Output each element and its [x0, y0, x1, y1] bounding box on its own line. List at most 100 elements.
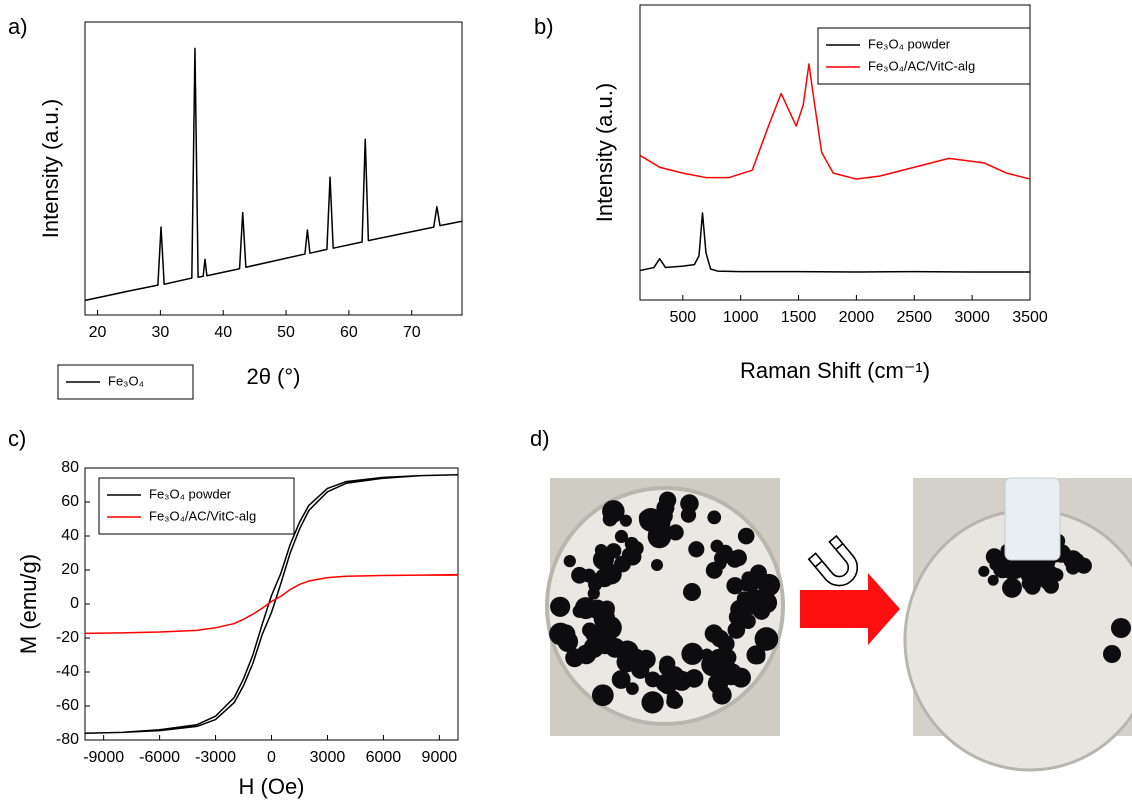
x-tick-label: 2500 [896, 309, 932, 326]
y-tick-label: 40 [61, 527, 79, 544]
bead [741, 571, 756, 586]
x-tick-label: -3000 [195, 749, 236, 766]
bead [1103, 645, 1121, 663]
x-tick-label: 0 [267, 749, 276, 766]
data-line [84, 474, 459, 734]
y-tick-label: -80 [56, 731, 79, 748]
bead [730, 549, 747, 567]
data-line [639, 212, 1030, 273]
bead [713, 550, 729, 566]
bead [750, 649, 766, 665]
bead [652, 512, 671, 532]
bead [629, 541, 644, 556]
bead [651, 559, 663, 571]
x-axis-label: Raman Shift (cm⁻¹) [740, 358, 930, 383]
bead [594, 611, 613, 630]
legend-box [98, 477, 295, 535]
panel-label: a) [8, 14, 28, 39]
bead [583, 637, 605, 658]
bead [712, 685, 732, 705]
y-axis-label: Intensity (a.u.) [38, 99, 63, 238]
legend-label: Fe₃O₄ powder [868, 36, 951, 51]
y-tick-label: -20 [56, 629, 79, 646]
magnet-rod [1004, 477, 1061, 561]
x-tick-label: 2000 [839, 309, 875, 326]
photos [545, 477, 1132, 772]
x-tick-label: 40 [214, 324, 232, 341]
bead [611, 670, 631, 689]
bead [550, 596, 571, 617]
y-tick-label: 0 [70, 595, 79, 612]
bead [605, 543, 622, 559]
x-tick-label: 30 [152, 324, 170, 341]
bead [987, 574, 999, 586]
bead [571, 566, 588, 584]
bead [644, 671, 661, 688]
y-tick-label: -60 [56, 697, 79, 714]
plot-frame [639, 4, 1031, 301]
beads [549, 491, 781, 714]
bead [756, 592, 778, 614]
bead [989, 559, 1001, 571]
x-tick-label: 60 [340, 324, 358, 341]
panel-label: b) [534, 14, 554, 39]
bead [707, 510, 722, 525]
legend-label: Fe₃O₄ [108, 373, 144, 388]
legend-box [817, 27, 1031, 85]
data-line [84, 47, 463, 302]
bead [978, 565, 990, 577]
x-axis-label: H (Oe) [239, 774, 305, 799]
bead [1072, 553, 1085, 566]
data-line [639, 63, 1031, 180]
bead [631, 660, 650, 679]
bead [680, 494, 699, 513]
x-tick-label: 50 [277, 324, 295, 341]
bead [737, 527, 755, 545]
y-axis-label: M (emu/g) [16, 554, 41, 654]
y-axis-label: Intensity (a.u.) [592, 83, 617, 222]
bead [658, 491, 677, 509]
bead [705, 561, 723, 579]
y-tick-label: -40 [56, 663, 79, 680]
y-tick-label: 60 [61, 493, 79, 510]
x-tick-label: 1500 [781, 309, 817, 326]
bead [727, 621, 746, 639]
bead [614, 529, 629, 544]
legend-label: Fe₃O₄ powder [149, 486, 232, 501]
bead [667, 524, 684, 541]
bead [999, 560, 1014, 575]
bead [565, 648, 585, 668]
x-tick-label: 20 [89, 324, 107, 341]
arrow [800, 573, 900, 645]
x-tick-label: 3000 [954, 309, 990, 326]
bead [557, 631, 579, 653]
x-tick-label: 70 [403, 324, 421, 341]
bead [594, 543, 608, 557]
bead [701, 653, 725, 677]
legend-label: Fe₃O₄/AC/VitC-alg [149, 508, 256, 523]
y-tick-label: 20 [61, 561, 79, 578]
panel-label: d) [530, 426, 550, 451]
bead [681, 642, 704, 665]
bead [1111, 618, 1131, 638]
bead [591, 684, 614, 707]
bead [1040, 576, 1054, 590]
x-tick-label: 6000 [366, 749, 402, 766]
bead [717, 635, 735, 653]
bead [1002, 577, 1022, 598]
bead [754, 627, 779, 651]
bead [619, 514, 632, 527]
bead [680, 507, 697, 523]
bead [594, 568, 614, 588]
x-axis-label: 2θ (°) [246, 364, 300, 389]
panel-label: c) [8, 426, 26, 451]
bead [667, 693, 684, 709]
bead [1050, 568, 1064, 582]
plot-frame [84, 21, 463, 316]
x-tick-label: -9000 [83, 749, 124, 766]
x-tick-label: 1000 [723, 309, 759, 326]
bead [626, 682, 639, 696]
x-tick-label: 9000 [422, 749, 458, 766]
bead [671, 675, 684, 688]
